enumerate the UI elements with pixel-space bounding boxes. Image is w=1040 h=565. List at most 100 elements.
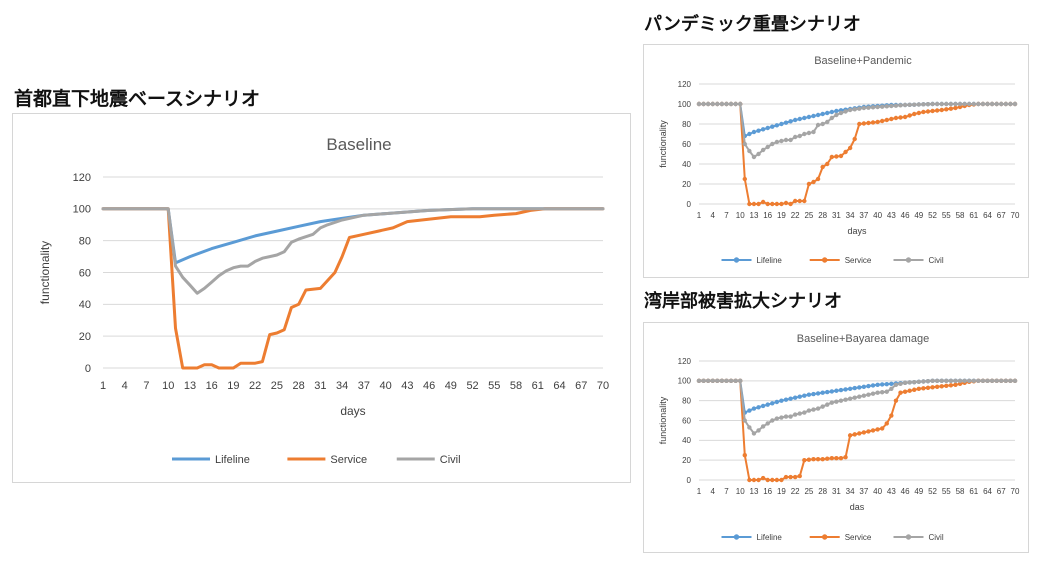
y-tick-label: 60 <box>682 416 691 425</box>
data-point-civil <box>724 378 729 384</box>
data-point-civil <box>944 378 949 384</box>
data-point-civil <box>934 101 940 107</box>
data-point-service <box>898 115 903 120</box>
x-tick-label: 61 <box>532 380 544 392</box>
data-point-civil <box>944 101 949 107</box>
data-point-service <box>948 383 954 388</box>
data-point-lifeline <box>866 383 871 389</box>
data-point-civil <box>770 141 775 147</box>
data-point-lifeline <box>811 391 816 397</box>
data-point-civil <box>870 391 876 396</box>
data-point-civil <box>893 382 899 387</box>
x-tick-label: 37 <box>859 211 868 220</box>
data-point-lifeline <box>870 383 876 388</box>
data-point-civil <box>989 101 995 107</box>
data-point-service <box>939 384 944 389</box>
x-tick-label: 19 <box>777 487 786 496</box>
data-point-civil <box>879 390 885 395</box>
data-point-service <box>907 388 912 393</box>
data-point-civil <box>728 378 734 384</box>
data-point-civil <box>953 101 958 107</box>
x-tick-label: 58 <box>956 211 965 220</box>
data-point-civil <box>733 378 738 384</box>
data-point-service <box>930 385 935 390</box>
data-point-civil <box>902 102 908 108</box>
data-point-service <box>902 114 908 120</box>
data-point-civil <box>1003 101 1009 107</box>
x-tick-label: 61 <box>969 487 978 496</box>
data-point-service <box>953 382 958 387</box>
data-point-civil <box>724 101 729 107</box>
data-point-civil <box>948 378 954 384</box>
data-point-civil <box>852 107 857 112</box>
x-tick-label: 49 <box>445 380 457 392</box>
data-point-lifeline <box>783 397 789 402</box>
y-tick-label: 20 <box>682 180 691 189</box>
data-point-service <box>829 154 835 160</box>
data-point-service <box>811 179 816 185</box>
y-tick-label: 100 <box>73 204 91 216</box>
data-point-civil <box>747 425 752 430</box>
data-point-lifeline <box>834 108 839 114</box>
data-point-civil <box>843 109 848 114</box>
data-point-civil <box>921 379 926 384</box>
x-tick-label: 31 <box>832 487 841 496</box>
data-point-service <box>765 201 770 207</box>
data-point-service <box>797 473 802 479</box>
data-point-civil <box>1008 101 1013 107</box>
data-point-civil <box>1012 101 1018 107</box>
x-tick-label: 52 <box>928 487 937 496</box>
data-point-civil <box>710 378 715 384</box>
data-point-civil <box>866 392 871 397</box>
data-point-service <box>838 455 844 461</box>
x-tick-label: 55 <box>942 487 951 496</box>
x-tick-label: 28 <box>818 211 827 220</box>
data-point-civil <box>742 141 747 147</box>
data-point-service <box>916 386 922 391</box>
x-tick-label: 43 <box>887 487 896 496</box>
data-point-lifeline <box>875 382 880 387</box>
data-point-civil <box>930 101 935 107</box>
data-point-civil <box>962 378 967 384</box>
data-point-lifeline <box>774 123 780 128</box>
data-point-civil <box>930 378 935 384</box>
data-point-civil <box>742 418 747 423</box>
data-point-service <box>866 429 871 434</box>
data-point-service <box>783 200 789 206</box>
data-point-service <box>765 477 770 483</box>
pandemic-chart: Baseline+Pandemic 0 20 40 60 80 100 120 1 4 7 10 13 1… <box>643 44 1029 278</box>
data-point-lifeline <box>825 389 830 395</box>
data-point-lifeline <box>751 129 757 135</box>
data-point-lifeline <box>857 385 862 390</box>
data-point-lifeline <box>889 381 894 387</box>
data-point-civil <box>811 407 816 412</box>
data-point-civil <box>825 402 830 407</box>
x-tick-label: 4 <box>711 211 716 220</box>
x-tick-label: 25 <box>271 380 283 392</box>
x-tick-label: 52 <box>928 211 937 220</box>
data-point-service <box>747 477 752 483</box>
data-point-service <box>934 384 940 389</box>
data-point-civil <box>907 380 912 385</box>
data-point-civil <box>994 378 999 384</box>
data-point-civil <box>797 411 802 416</box>
data-point-civil <box>925 378 931 384</box>
data-point-civil <box>701 378 706 384</box>
data-point-service <box>811 456 816 462</box>
y-tick-label: 0 <box>687 200 692 209</box>
data-point-civil <box>738 101 743 107</box>
x-tick-label: 7 <box>724 211 729 220</box>
data-point-lifeline <box>829 389 835 394</box>
data-point-service <box>925 385 931 390</box>
legend-label-service: Service <box>845 256 872 265</box>
data-point-civil <box>825 119 830 125</box>
y-tick-label: 0 <box>687 476 692 485</box>
y-tick-label: 40 <box>682 160 691 169</box>
legend-marker-civil <box>905 534 912 540</box>
data-point-civil <box>815 406 821 411</box>
data-point-lifeline <box>797 394 802 399</box>
x-tick-label: 31 <box>832 211 841 220</box>
legend-label-lifeline: Lifeline <box>215 454 250 466</box>
bayarea-scenario-heading: 湾岸部被害拡大シナリオ <box>644 291 842 312</box>
data-point-service <box>870 428 876 433</box>
